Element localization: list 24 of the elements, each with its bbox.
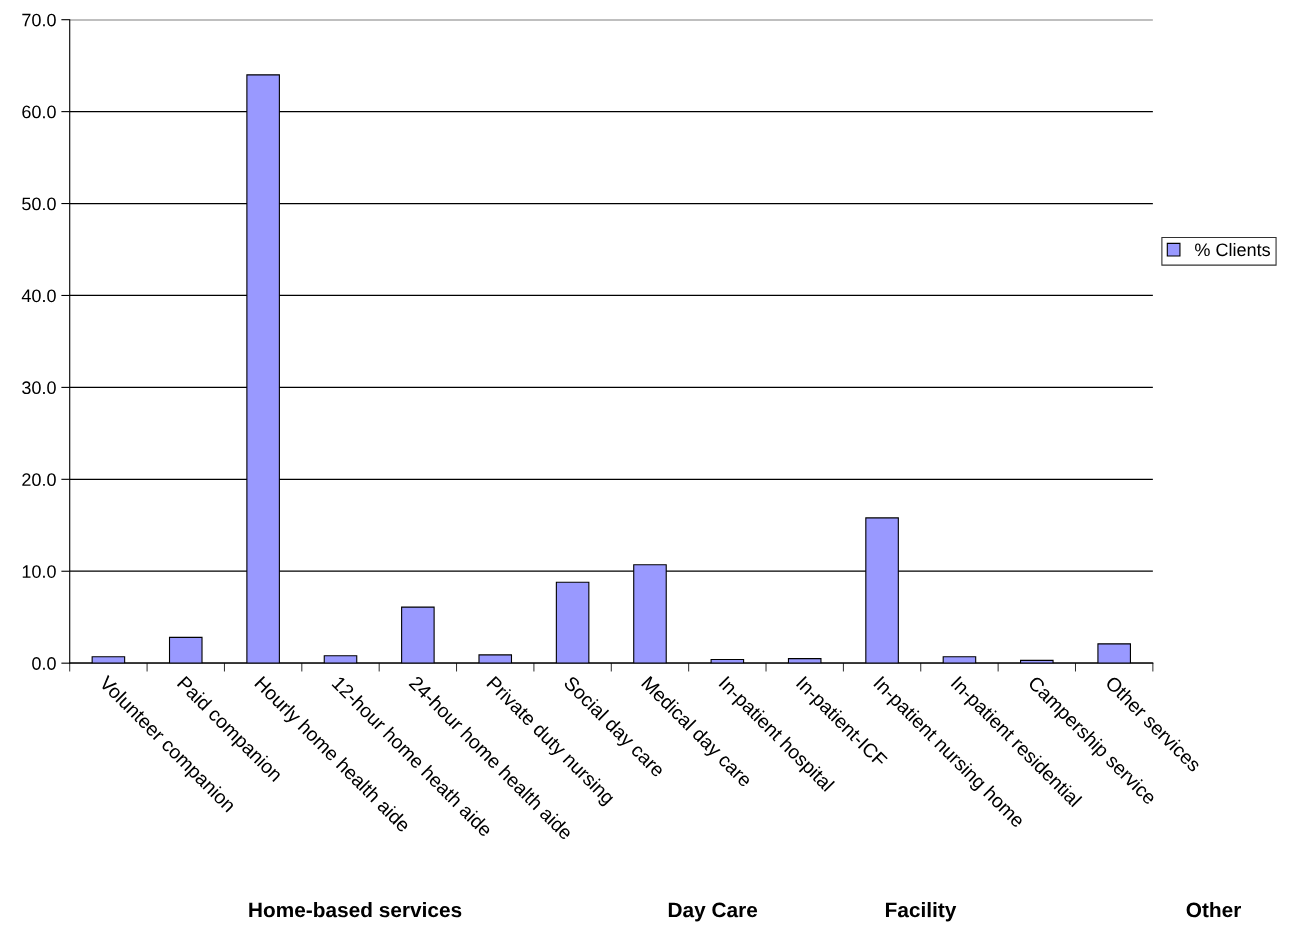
bar	[91, 656, 126, 664]
bar	[323, 655, 358, 664]
bar	[401, 606, 435, 664]
bar	[168, 636, 203, 664]
y-tick-label: 30.0	[22, 381, 56, 395]
text: Facility	[885, 902, 957, 922]
text: Home-based services	[249, 902, 462, 918]
legend-label: % Clients	[1195, 242, 1270, 257]
y-tick-label: 70.0	[22, 13, 56, 27]
y-tick-label: 0.0	[32, 657, 56, 670]
text: Other	[1186, 902, 1242, 918]
y-tick-label: 60.0	[22, 105, 56, 119]
bar	[1097, 643, 1131, 664]
bar	[555, 581, 590, 664]
bar	[710, 658, 745, 664]
bar	[1020, 659, 1054, 664]
text: Day Care	[668, 902, 758, 922]
bar	[942, 656, 977, 664]
y-tick-label: 20.0	[22, 473, 56, 487]
y-tick-label: 50.0	[22, 197, 56, 211]
y-tick-label: 40.0	[21, 289, 56, 303]
y-tick-label: 10.0	[22, 565, 56, 578]
bar	[787, 658, 822, 664]
bar	[478, 654, 513, 664]
